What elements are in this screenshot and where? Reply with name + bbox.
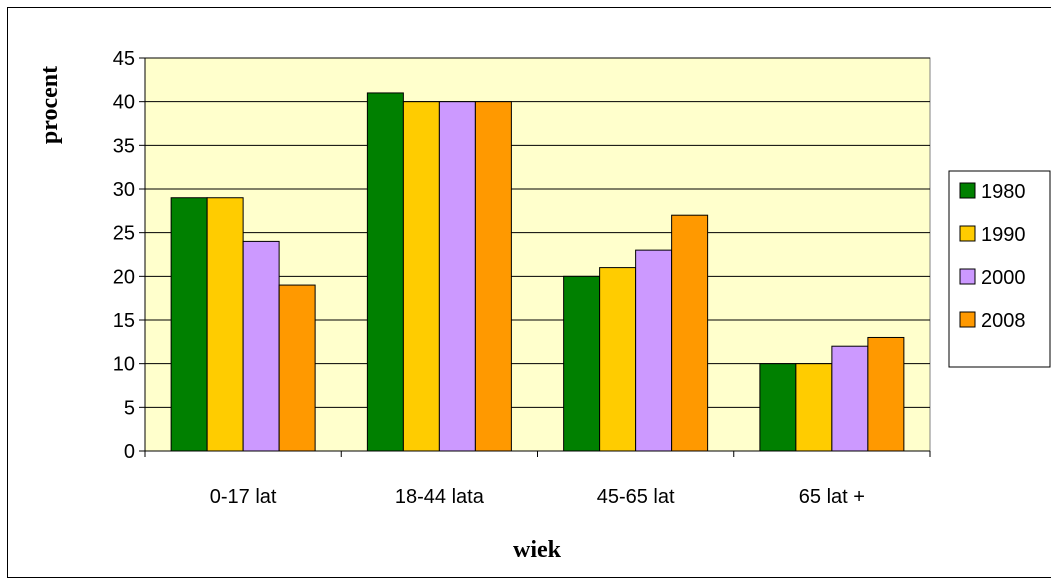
bar-1980-1 [366, 92, 404, 452]
legend-label: 2008 [981, 310, 1026, 332]
y-tick-label: 45 [113, 48, 135, 70]
y-tick-label: 20 [113, 266, 135, 288]
x-tick-label: 45-65 lat [597, 486, 675, 508]
bar-2000-2 [635, 249, 673, 452]
legend-swatch-1980 [959, 182, 976, 199]
y-axis-title: procent [37, 66, 63, 144]
bar-2000-1 [438, 101, 476, 452]
x-tick-label: 18-44 lata [395, 486, 485, 508]
bar-1990-1 [402, 101, 440, 452]
bar-1980-2 [563, 275, 601, 452]
legend-label: 2000 [981, 267, 1026, 289]
y-tick-label: 0 [124, 441, 135, 463]
x-tick-labels: 0-17 lat 18-44 lata 45-65 lat 65 lat + [210, 486, 865, 508]
bar-2000-3 [831, 345, 869, 452]
legend-label: 1980 [981, 181, 1026, 203]
legend-swatch-2000 [959, 268, 976, 285]
y-tick-labels: 0 5 10 15 20 25 30 35 40 45 [113, 48, 135, 463]
bars [170, 92, 905, 452]
bar-1980-0 [170, 197, 208, 452]
bar-2008-0 [278, 284, 316, 452]
bar-1990-3 [795, 363, 833, 452]
bar-2000-0 [242, 240, 280, 452]
bar-2008-1 [474, 101, 512, 452]
y-tick-label: 10 [113, 354, 135, 376]
bar-2008-2 [671, 214, 709, 452]
y-tick-label: 15 [113, 310, 135, 332]
legend: 1980 1990 2000 2008 [948, 170, 1051, 368]
x-axis-title: wiek [513, 537, 562, 563]
x-tick-label: 0-17 lat [210, 486, 277, 508]
y-tick-label: 30 [113, 179, 135, 201]
bar-1990-0 [206, 197, 244, 452]
bar-1990-2 [599, 267, 637, 452]
legend-label: 1990 [981, 224, 1026, 246]
bar-1980-3 [759, 363, 797, 452]
y-tick-label: 35 [113, 135, 135, 157]
y-tick-label: 5 [124, 397, 135, 419]
y-tick-label: 25 [113, 223, 135, 245]
bar-2008-3 [867, 336, 905, 452]
axes [139, 57, 931, 457]
legend-swatch-1990 [959, 225, 976, 242]
x-tick-label: 65 lat + [799, 486, 865, 508]
legend-swatch-2008 [959, 311, 976, 328]
y-tick-label: 40 [113, 92, 135, 114]
